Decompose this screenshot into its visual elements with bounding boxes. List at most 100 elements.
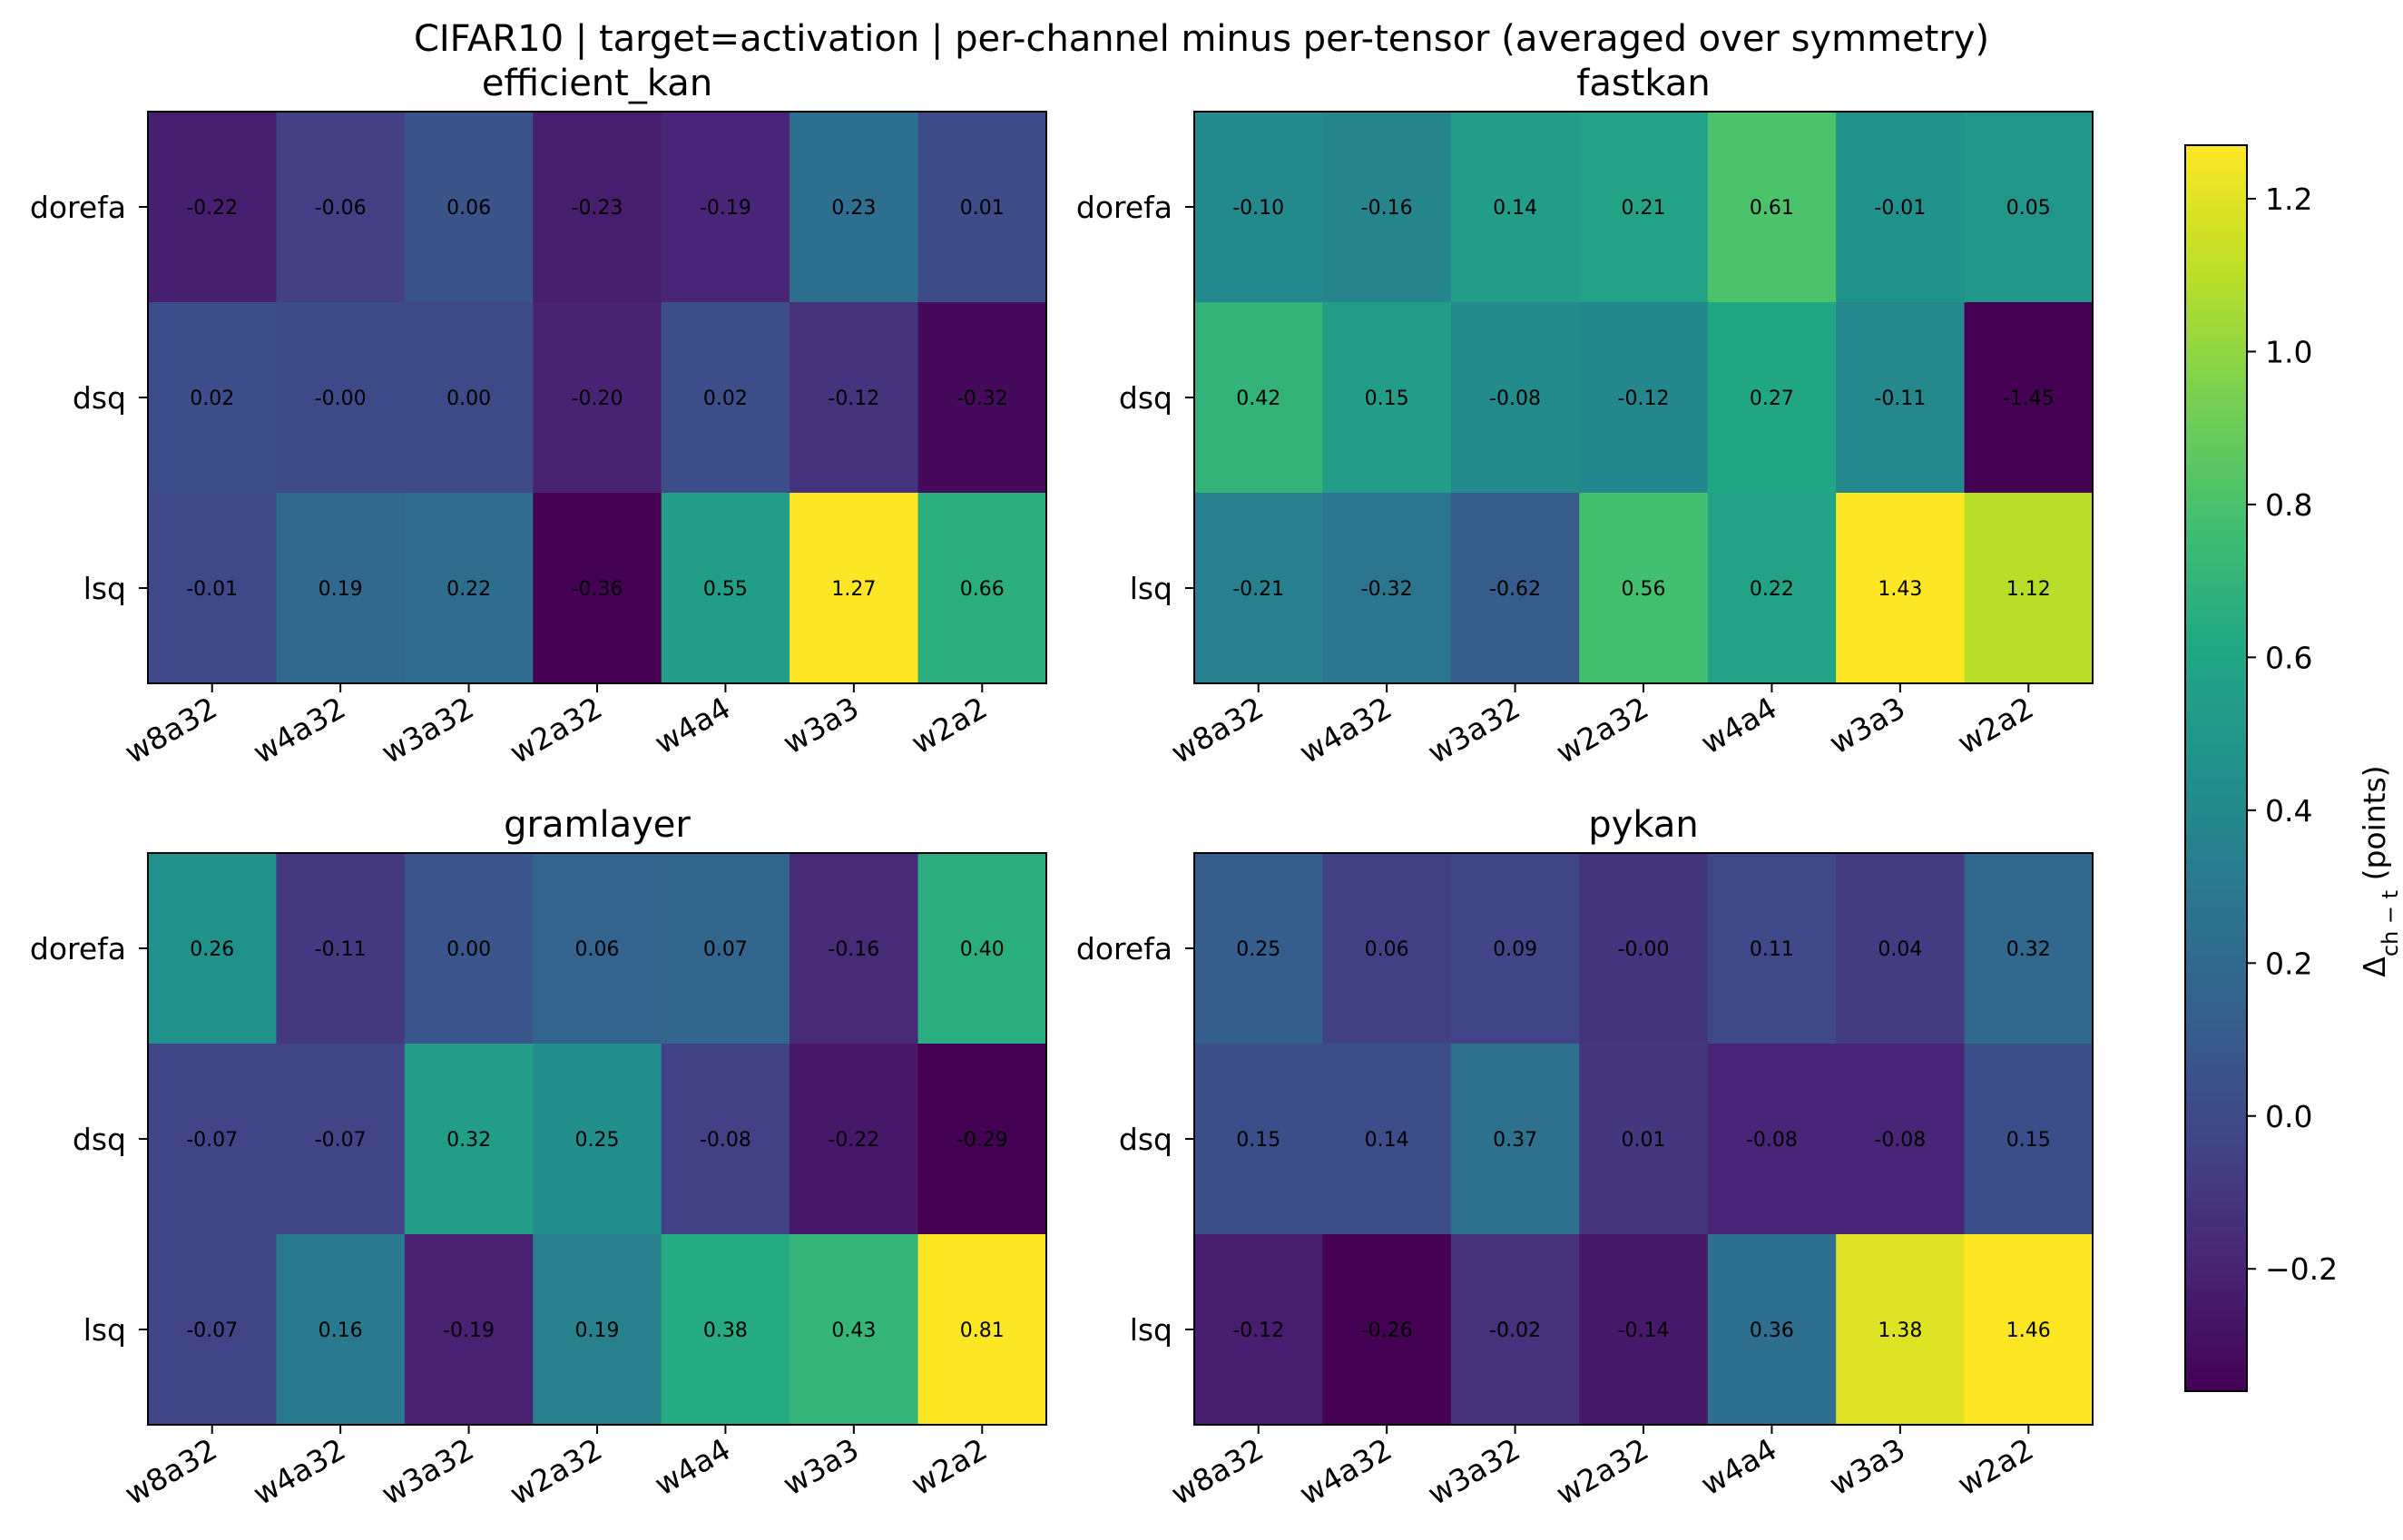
- cell-value-label: 1.43: [1878, 578, 1922, 601]
- cell-value-label: 0.56: [1622, 578, 1666, 601]
- figure-title: CIFAR10 | target=activation | per-channe…: [414, 18, 1989, 60]
- heatmap-cell: [1194, 493, 1323, 684]
- x-tick-label: w2a2: [906, 1431, 994, 1502]
- cell-value-label: 0.15: [1236, 1129, 1280, 1152]
- cell-value-label: 0.19: [575, 1319, 620, 1342]
- x-tick-label: w8a32: [1165, 1431, 1270, 1512]
- cell-value-label: 0.21: [1622, 197, 1666, 220]
- heatmap-cell: [661, 1044, 790, 1235]
- heatmap-cell: [1836, 302, 1966, 494]
- heatmap-cell: [1194, 853, 1323, 1045]
- heatmap-cell: [661, 853, 790, 1045]
- panel-gramlayer: gramlayer 0.26 -0.11 0.00 0.06 0.07 -0.16 0.40 -…: [30, 804, 1047, 1512]
- cell-value-label: 0.00: [446, 938, 491, 961]
- heatmap-cell: [404, 112, 534, 303]
- cell-value-label: -0.02: [1489, 1319, 1541, 1342]
- x-tick-label: w8a32: [1165, 690, 1270, 770]
- cell-value-label: -0.01: [186, 578, 238, 601]
- cell-value-label: -0.08: [1746, 1129, 1798, 1152]
- heatmap-cell: [1450, 302, 1580, 494]
- cell-value-label: -0.11: [315, 938, 367, 961]
- x-tick-label: w4a32: [1293, 1431, 1398, 1512]
- cell-value-label: 0.22: [446, 578, 491, 601]
- colorbar-tick-label: 0.8: [2265, 487, 2312, 523]
- cell-value-label: -0.29: [956, 1129, 1008, 1152]
- cell-value-label: 0.15: [1365, 387, 1409, 410]
- cell-value-label: 0.02: [190, 387, 234, 410]
- cell-value-label: 0.04: [1878, 938, 1922, 961]
- heatmap-cell: [917, 302, 1047, 494]
- panel-fastkan: fastkan -0.10 -0.16 0.14 0.21 0.61 -0.01 0.05 0.…: [1076, 63, 2094, 770]
- cell-value-label: 1.27: [831, 578, 876, 601]
- cell-value-label: 0.01: [960, 197, 1005, 220]
- cell-value-label: -0.12: [828, 387, 879, 410]
- colorbar-tick-label: 0.0: [2265, 1099, 2312, 1134]
- y-tick-label: dsq: [73, 380, 126, 416]
- x-tick-label: w3a3: [777, 1431, 865, 1502]
- heatmap-cell: [1964, 1044, 2094, 1235]
- heatmap-cell: [1964, 112, 2094, 303]
- x-tick-label: w4a32: [1293, 690, 1398, 770]
- heatmap-cell: [1836, 1234, 1966, 1426]
- cell-value-label: -0.11: [1874, 387, 1926, 410]
- heatmap-cell: [790, 112, 919, 303]
- cell-value-label: -0.07: [315, 1129, 367, 1152]
- heatmap-cell: [148, 302, 277, 494]
- cell-value-label: -0.08: [1874, 1129, 1926, 1152]
- x-tick-label: w4a4: [649, 690, 737, 760]
- heatmap-cell: [1707, 1234, 1837, 1426]
- colorbar-tick-label: −0.2: [2265, 1251, 2338, 1287]
- heatmap-cell: [148, 1234, 277, 1426]
- heatmap-cell: [533, 1234, 662, 1426]
- cell-value-label: -0.10: [1232, 197, 1284, 220]
- cell-value-label: -0.01: [1874, 197, 1926, 220]
- cell-value-label: -0.14: [1618, 1319, 1670, 1342]
- x-tick-label: w3a32: [1422, 690, 1526, 770]
- colorbar-tick-label: 0.2: [2265, 946, 2312, 981]
- heatmap-cell: [1322, 302, 1452, 494]
- heatmap-cell: [148, 493, 277, 684]
- heatmap-cell: [1450, 493, 1580, 684]
- heatmap-cell: [1707, 493, 1837, 684]
- heatmap-cell: [1707, 1044, 1837, 1235]
- heatmap-cell: [1194, 1044, 1323, 1235]
- cell-value-label: -0.22: [828, 1129, 879, 1152]
- heatmap-cell: [790, 302, 919, 494]
- heatmap-cell: [533, 493, 662, 684]
- cell-value-label: 0.32: [2006, 938, 2051, 961]
- heatmap-cell: [1579, 302, 1709, 494]
- panel-title: efficient_kan: [482, 63, 712, 104]
- heatmap-cell: [1964, 493, 2094, 684]
- heatmap-cell: [661, 493, 790, 684]
- x-tick-label: w2a32: [504, 690, 608, 770]
- cell-value-label: 0.43: [831, 1319, 876, 1342]
- cell-value-label: -0.08: [1489, 387, 1541, 410]
- cell-value-label: 0.22: [1750, 578, 1794, 601]
- colorbar-tick-label: 0.6: [2265, 640, 2312, 675]
- y-tick-label: dorefa: [30, 190, 126, 225]
- x-tick-label: w2a2: [1952, 690, 2040, 760]
- x-tick-label: w8a32: [119, 690, 223, 770]
- x-tick-label: w3a32: [376, 1431, 480, 1512]
- y-tick-label: dsq: [1119, 380, 1172, 416]
- cell-value-label: 0.06: [446, 197, 491, 220]
- heatmap-cell: [533, 112, 662, 303]
- y-tick-label: dorefa: [30, 931, 126, 966]
- cell-value-label: 0.26: [190, 938, 234, 961]
- x-tick-label: w4a32: [247, 690, 351, 770]
- heatmap-cell: [661, 112, 790, 303]
- heatmap-cell: [148, 112, 277, 303]
- x-tick-label: w2a32: [1550, 690, 1654, 770]
- heatmap-cell: [1450, 1234, 1580, 1426]
- heatmap-cell: [1964, 302, 2094, 494]
- cell-value-label: -0.26: [1361, 1319, 1413, 1342]
- cell-value-label: 0.55: [703, 578, 748, 601]
- x-tick-label: w2a2: [906, 690, 994, 760]
- cell-value-label: -0.32: [1361, 578, 1413, 601]
- cell-value-label: 0.14: [1365, 1129, 1409, 1152]
- heatmap-cell: [917, 112, 1047, 303]
- cell-value-label: 0.19: [319, 578, 363, 601]
- cell-value-label: -0.00: [1618, 938, 1670, 961]
- heatmap-cell: [276, 1044, 406, 1235]
